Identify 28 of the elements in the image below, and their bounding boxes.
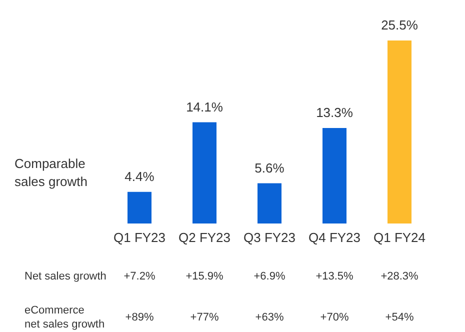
data-label: 25.5% [381, 18, 418, 32]
data-label: 14.1% [186, 99, 224, 114]
bar [258, 183, 282, 224]
text: +6.9% [254, 270, 286, 282]
text: +7.2% [124, 270, 156, 282]
bar [388, 40, 412, 224]
text: +89% [125, 312, 154, 324]
text: +77% [190, 312, 219, 324]
bar [128, 192, 152, 224]
text: +28.3% [380, 270, 419, 282]
data-label: 5.6% [254, 160, 285, 176]
text: +63% [255, 312, 284, 324]
data-label: 13.3% [316, 105, 354, 120]
text: Net sales growth [24, 270, 106, 282]
x-tick-label: Q4 FY23 [308, 230, 361, 245]
text: +54% [385, 312, 414, 324]
text: +70% [320, 312, 349, 324]
text: +15.9% [186, 270, 224, 282]
text: +13.5% [316, 270, 354, 282]
x-tick-label: Q1 FY23 [113, 230, 166, 245]
bar [192, 122, 216, 224]
bar [322, 128, 346, 224]
x-tick-label: Q2 FY23 [178, 230, 231, 245]
y-axis-title: Comparable sales growth [14, 156, 88, 189]
text: eCommerce net sales growth [24, 304, 105, 331]
data-label: 4.4% [124, 168, 155, 184]
x-tick-label: Q3 FY23 [243, 230, 296, 245]
x-tick-label: Q1 FY24 [373, 230, 426, 245]
